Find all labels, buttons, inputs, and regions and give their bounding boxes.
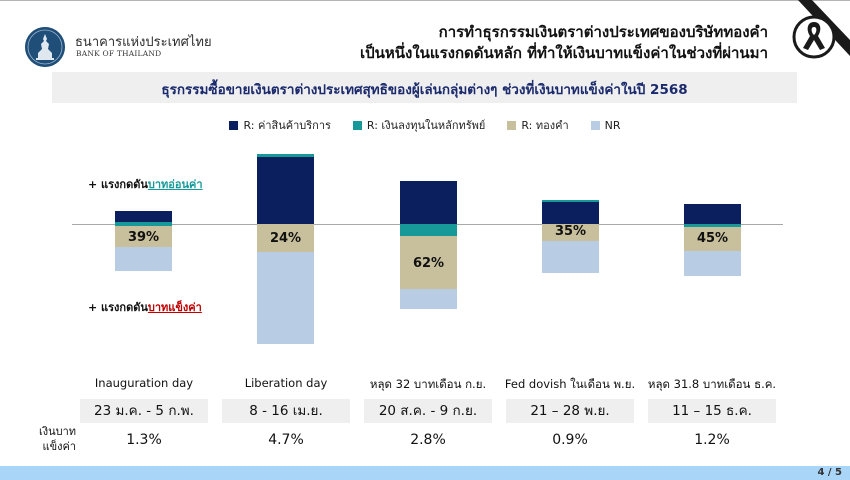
black-ribbon-icon [760,0,850,70]
legend-swatch [507,120,517,130]
legend-item-securities: R: เงินลงทุนในหลักทรัพย์ [352,116,486,134]
legend-label: R: ทองคำ [521,119,569,132]
bar-segment-securities [115,222,172,226]
event-label: Inauguration day [94,376,194,390]
baht-appreciation-row-label: เงินบาท แข็งค่า [38,425,76,453]
bar-segment-securities [542,200,599,202]
org-name-english: BANK OF THAILAND [76,49,162,58]
bar-segment-gold [115,226,172,247]
event-label: หลุด 31.8 บาทเดือน ธ.ค. [647,377,777,391]
bar-segment-gold [257,224,314,252]
event-label: Liberation day [244,376,328,390]
appreciation-value: 1.2% [694,432,730,448]
bar-segment-gold [400,236,457,289]
legend-item-nr: NR [590,116,621,134]
legend-swatch [229,120,239,130]
legend-swatch [352,120,362,130]
event-label: Fed dovish ในเดือน พ.ย. [504,377,636,391]
legend-label: R: เงินลงทุนในหลักทรัพย์ [366,119,486,132]
bar-segment-gold [542,224,599,241]
bar-segment-nr [400,289,457,309]
bar-segment-goods-services [684,204,741,224]
gold-share-label: 45% [696,231,729,246]
footer-bar: 4 / 5 [0,466,850,480]
bar-segment-securities [684,224,741,227]
period-cell: 20 ส.ค. - 9 ก.ย. [364,399,492,423]
legend-item-goods-services: R: ค่าสินค้าบริการ [229,116,331,134]
bar-segment-nr [115,247,172,271]
bar-segment-goods-services [115,211,172,222]
gold-share-label: 24% [269,231,302,246]
bar-segment-nr [542,241,599,273]
period-cell: 11 – 15 ธ.ค. [648,399,776,423]
title-line-1: การทำธุรกรรมเงินตราต่างประเทศของบริษัททอ… [438,23,768,41]
bar-segment-nr [257,252,314,344]
stacked-bar-chart: + แรงกดดันบาทอ่อนค่า + แรงกดดันบาทแข็งค่… [72,154,783,344]
legend-label: R: ค่าสินค้าบริการ [243,119,331,132]
gold-share-label: 35% [554,224,587,239]
event-label: หลุด 32 บาทเดือน ก.ย. [369,377,487,391]
bar-segment-securities [257,154,314,157]
appreciation-value: 4.7% [268,432,304,448]
gold-share-label: 62% [412,256,445,271]
title-line-2: เป็นหนึ่งในแรงกดดันหลัก ที่ทำให้เงินบาทแ… [359,44,768,62]
period-cell: 21 – 28 พ.ย. [506,399,634,423]
bar-segment-gold [684,227,741,251]
legend-item-gold: R: ทองคำ [507,116,569,134]
appreciation-value: 0.9% [552,432,588,448]
period-cell: 23 ม.ค. - 5 ก.พ. [80,399,208,423]
chart-title: ธุรกรรมซื้อขายเงินตราต่างประเทศสุทธิของผ… [161,82,688,98]
legend-swatch [590,120,600,130]
strong-baht-emphasis: บาทแข็งค่า [147,301,202,314]
page-number: 4 / 5 [817,467,842,478]
bar-segment-goods-services [400,181,457,224]
weak-baht-emphasis: บาทอ่อนค่า [147,178,203,191]
bar-segment-goods-services [257,157,314,224]
bar-segment-securities [400,224,457,236]
gold-share-label: 39% [127,230,160,245]
top-border [0,0,850,1]
weakening-pressure-annotation: + แรงกดดันบาทอ่อนค่า [88,178,203,191]
period-cell: 8 - 16 เม.ย. [222,399,350,423]
chart-legend: R: ค่าสินค้าบริการ R: เงินลงทุนในหลักทรั… [0,116,850,134]
chart-subtitle-banner: ธุรกรรมซื้อขายเงินตราต่างประเทศสุทธิของผ… [52,72,797,103]
bar-segment-goods-services [542,202,599,224]
appreciation-value: 2.8% [410,432,446,448]
page-title: การทำธุรกรรมเงินตราต่างประเทศของบริษัททอ… [360,22,768,64]
bank-of-thailand-logo-icon [25,27,65,67]
bar-segment-nr [684,251,741,276]
appreciation-value: 1.3% [126,432,162,448]
strengthening-pressure-annotation: + แรงกดดันบาทแข็งค่า [88,301,202,314]
org-name-thai: ธนาคารแห่งประเทศไทย [75,35,212,50]
legend-label: NR [604,118,621,132]
